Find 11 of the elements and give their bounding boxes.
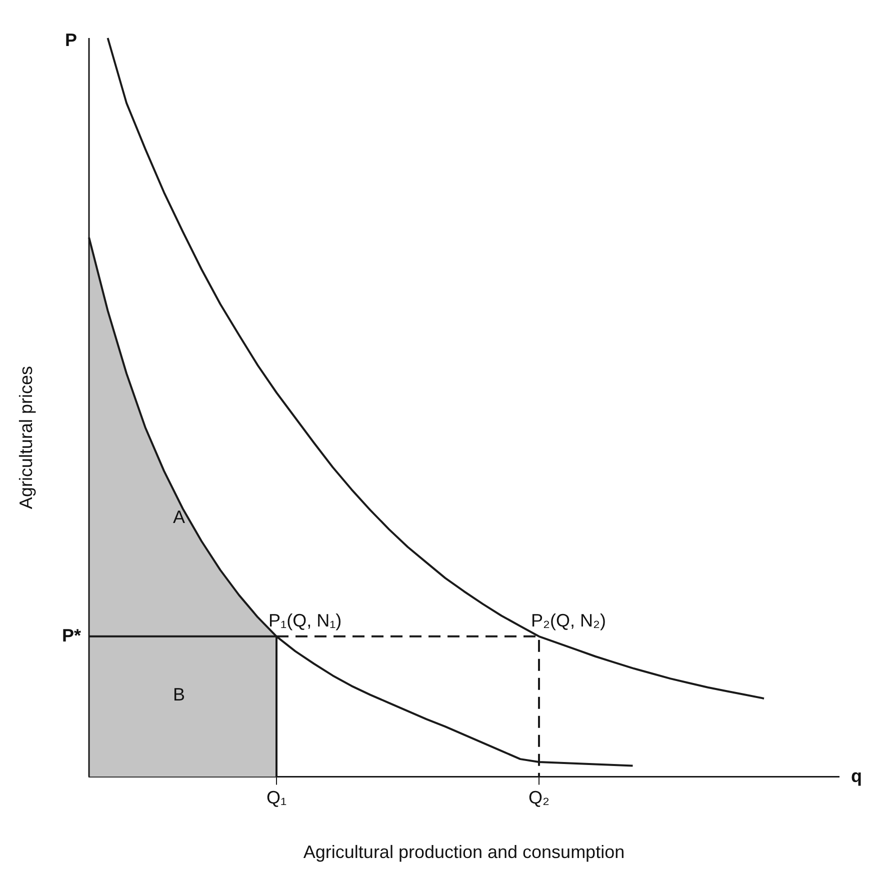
y-axis-title: Agricultural prices xyxy=(16,366,36,510)
annotation: A xyxy=(172,507,186,528)
x-axis-title: Agricultural production and consumption xyxy=(303,842,625,862)
x-tick-label: Q₂ xyxy=(528,788,550,808)
annotation: P₁(Q, N₁) xyxy=(268,610,342,630)
annotation: B xyxy=(172,684,186,704)
annotation: P₂(Q, N₂) xyxy=(531,610,606,630)
text: P* xyxy=(62,625,81,646)
text: q xyxy=(851,766,862,786)
x-tick-label: Q₁ xyxy=(266,788,287,808)
text: P xyxy=(64,30,77,50)
